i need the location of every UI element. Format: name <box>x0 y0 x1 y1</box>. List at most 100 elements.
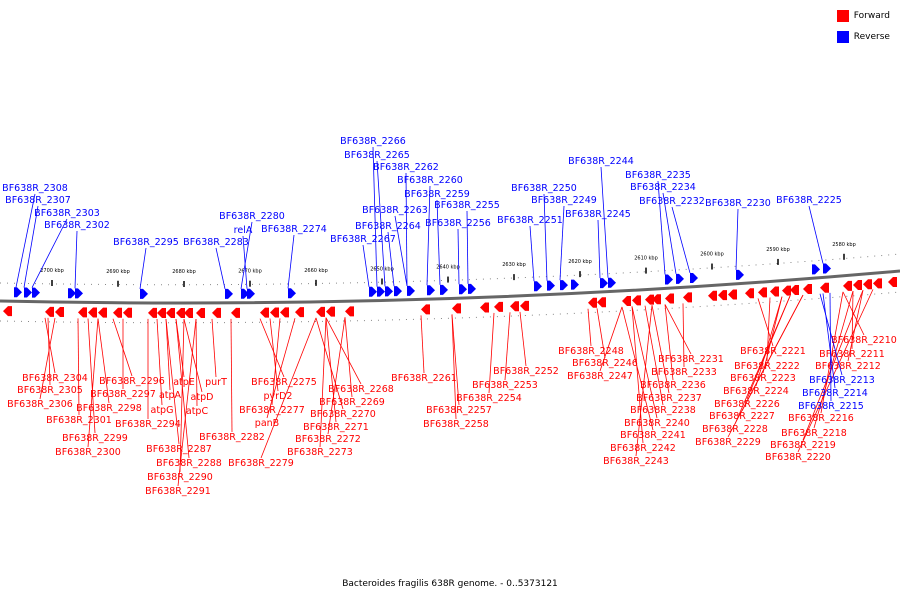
genome-caption: Bacteroides fragilis 638R genome. - 0..5… <box>342 579 558 589</box>
gene-leader-line <box>426 185 431 286</box>
gene-leader-line <box>394 215 408 286</box>
forward-gene-arrow <box>843 280 852 291</box>
gene-leader-line <box>240 221 253 289</box>
gene-label: BF638R_2219 <box>770 440 836 451</box>
gene-leader-line <box>139 247 147 289</box>
forward-gene-arrow <box>88 307 97 318</box>
forward-gene-arrow <box>260 307 269 318</box>
gene-leader-line <box>596 308 606 359</box>
forward-gene-arrow <box>622 295 631 306</box>
reverse-gene-arrow <box>823 263 831 274</box>
gene-label: BF638R_2300 <box>55 447 121 458</box>
gene-label: BF638R_2257 <box>426 405 492 416</box>
forward-gene-arrow <box>166 307 175 318</box>
gene-leader-line <box>266 318 296 419</box>
reverse-swatch <box>836 30 849 43</box>
reverse-gene-arrow <box>440 284 448 295</box>
reverse-gene-arrow <box>736 269 744 280</box>
reverse-gene-arrow <box>288 288 296 299</box>
axis-tick-label: 2640 kbp <box>436 265 460 271</box>
gene-label: BF638R_2254 <box>456 393 522 404</box>
reverse-gene-arrow <box>560 280 568 291</box>
axis-tick-label: 2610 kbp <box>634 256 658 262</box>
gene-leader-line <box>621 306 654 431</box>
gene-label: BF638R_2223 <box>730 373 796 384</box>
gene-leader-line <box>451 314 460 406</box>
axis-tick-label: 2580 kbp <box>832 242 856 248</box>
gene-leader-line <box>822 293 836 389</box>
gene-label: BF638R_2271 <box>303 422 369 433</box>
gene-label: atpA <box>159 390 182 401</box>
gene-leader-line <box>851 291 854 350</box>
gene-label: BF638R_2266 <box>340 136 406 147</box>
legend: Forward Reverse <box>836 9 890 51</box>
gene-labels: BF638R_2308BF638R_2307BF638R_2303BF638R_… <box>2 136 897 497</box>
gene-leader-line <box>662 192 677 274</box>
gene-leader-line <box>315 317 344 410</box>
gene-label: BF638R_2252 <box>493 366 559 377</box>
gene-leader-line <box>405 172 408 286</box>
gene-leader-line <box>664 304 692 355</box>
forward-gene-arrow <box>45 306 54 317</box>
gene-label: BF638R_2232 <box>639 196 705 207</box>
gene-label: BF638R_2255 <box>434 200 500 211</box>
reverse-gene-arrow <box>247 288 255 299</box>
reverse-gene-arrow <box>75 288 83 299</box>
forward-gene-arrow <box>123 307 132 318</box>
forward-gene-arrow <box>316 306 325 317</box>
gene-leader-line <box>762 296 783 374</box>
gene-label: BF638R_2268 <box>328 384 394 395</box>
gene-leader-line <box>466 210 469 284</box>
gene-label: BF638R_2241 <box>620 430 686 441</box>
gene-label: BF638R_2263 <box>362 205 428 216</box>
gene-leader-line <box>644 305 664 406</box>
reverse-gene-arrow <box>394 286 402 297</box>
gene-label: BF638R_2287 <box>146 444 212 455</box>
gene-label: BF638R_2240 <box>624 418 690 429</box>
gene-leader-line <box>631 306 658 419</box>
gene-leader-line <box>269 318 279 392</box>
gene-leader-line <box>259 318 285 378</box>
gene-label: BF638R_2225 <box>776 195 842 206</box>
gene-leader-line <box>271 318 281 406</box>
gene-label: BF638R_2247 <box>567 371 633 382</box>
forward-gene-arrow <box>176 307 185 318</box>
forward-gene-arrow <box>718 290 727 301</box>
gene-leader-line <box>727 294 804 438</box>
gene-label: BF638R_2218 <box>781 428 847 439</box>
forward-gene-arrow <box>231 307 240 318</box>
reverse-gene-arrow <box>32 287 40 298</box>
gene-leader-line <box>829 292 832 402</box>
gene-label: BF638R_2282 <box>199 432 265 443</box>
gene-label: BF638R_2229 <box>695 437 761 448</box>
gene-label: BF638R_2297 <box>90 389 156 400</box>
gene-label: BF638R_2279 <box>228 458 294 469</box>
gene-label: BF638R_2251 <box>497 215 563 226</box>
reverse-gene-arrow <box>68 288 76 299</box>
gene-leader-line <box>847 290 864 362</box>
legend-forward: Forward <box>836 9 890 22</box>
forward-gene-arrow <box>520 300 529 311</box>
gene-leader-line <box>631 306 644 444</box>
gene-leader-line <box>87 318 96 434</box>
axis-tick-label: 2600 kbp <box>700 252 724 258</box>
gene-leader-line <box>287 234 295 289</box>
forward-gene-arrow <box>421 304 430 315</box>
gene-arrows <box>3 263 897 318</box>
reverse-gene-arrow <box>369 286 377 297</box>
gene-leader-line <box>820 291 844 414</box>
gene-leader-line <box>372 146 378 287</box>
gene-label: BF638R_2238 <box>630 405 696 416</box>
forward-gene-arrow <box>597 297 606 308</box>
gene-label: BF638R_2256 <box>425 218 491 229</box>
forward-gene-arrow <box>758 287 767 298</box>
forward-gene-arrow <box>745 288 754 299</box>
gene-label: BF638R_2244 <box>568 156 634 167</box>
gene-label: BF638R_2304 <box>22 373 88 384</box>
reverse-gene-arrow <box>534 281 542 292</box>
reverse-gene-arrow <box>812 264 820 275</box>
forward-gene-arrow <box>683 292 692 303</box>
forward-gene-arrow <box>452 303 461 314</box>
gene-label: panB <box>255 418 279 429</box>
